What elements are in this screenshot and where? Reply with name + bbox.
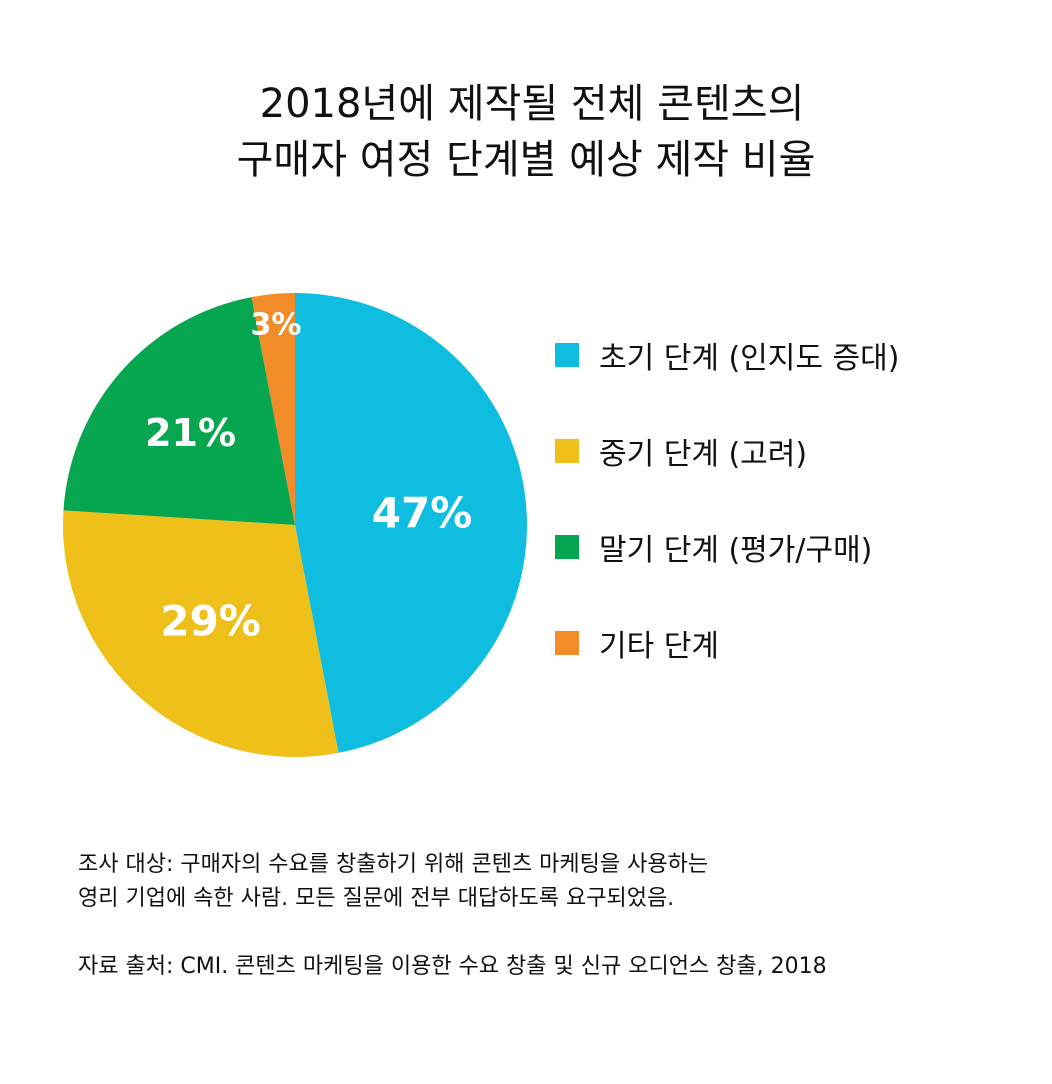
pie-slice-early xyxy=(295,293,528,753)
legend-item-middle: 중기 단계 (고려) xyxy=(555,428,899,474)
legend-item-other: 기타 단계 xyxy=(555,620,899,666)
legend: 초기 단계 (인지도 증대) 중기 단계 (고려) 말기 단계 (평가/구매) … xyxy=(555,332,899,716)
pie-slice-late-label: 21% xyxy=(145,411,236,455)
pie-chart: 47% 29% 21% 3% xyxy=(62,293,528,757)
legend-label: 말기 단계 (평가/구매) xyxy=(599,533,873,568)
legend-label: 중기 단계 (고려) xyxy=(599,437,808,472)
pie-slice-middle xyxy=(62,510,339,757)
legend-swatch xyxy=(555,439,579,463)
survey-note-line1: 조사 대상: 구매자의 수요를 창출하기 위해 콘텐츠 마케팅을 사용하는 xyxy=(78,852,709,877)
chart-title-line2: 구매자 여정 단계별 예상 제작 비율 xyxy=(236,137,816,183)
legend-item-late: 말기 단계 (평가/구매) xyxy=(555,524,899,570)
pie-slice-late xyxy=(63,297,296,525)
legend-label: 초기 단계 (인지도 증대) xyxy=(599,341,900,376)
pie-slice-early-label: 47% xyxy=(372,489,473,538)
chart-title-line1: 2018년에 제작될 전체 콘텐츠의 xyxy=(259,81,805,127)
chart-title: 2018년에 제작될 전체 콘텐츠의 구매자 여정 단계별 예상 제작 비율 xyxy=(0,76,1052,188)
legend-item-early: 초기 단계 (인지도 증대) xyxy=(555,332,899,378)
legend-swatch xyxy=(555,343,579,367)
legend-swatch xyxy=(555,535,579,559)
pie-slice-other xyxy=(251,293,295,525)
source-note: 자료 출처: CMI. 콘텐츠 마케팅을 이용한 수요 창출 및 신규 오디언스… xyxy=(78,954,827,979)
pie-slice-other-label: 3% xyxy=(251,308,302,343)
legend-swatch xyxy=(555,631,579,655)
legend-label: 기타 단계 xyxy=(599,629,719,664)
survey-note-line2: 영리 기업에 속한 사람. 모든 질문에 전부 대답하도록 요구되었음. xyxy=(78,886,675,911)
footnotes: 조사 대상: 구매자의 수요를 창출하기 위해 콘텐츠 마케팅을 사용하는 영리… xyxy=(78,848,827,984)
pie-slice-middle-label: 29% xyxy=(160,596,261,645)
